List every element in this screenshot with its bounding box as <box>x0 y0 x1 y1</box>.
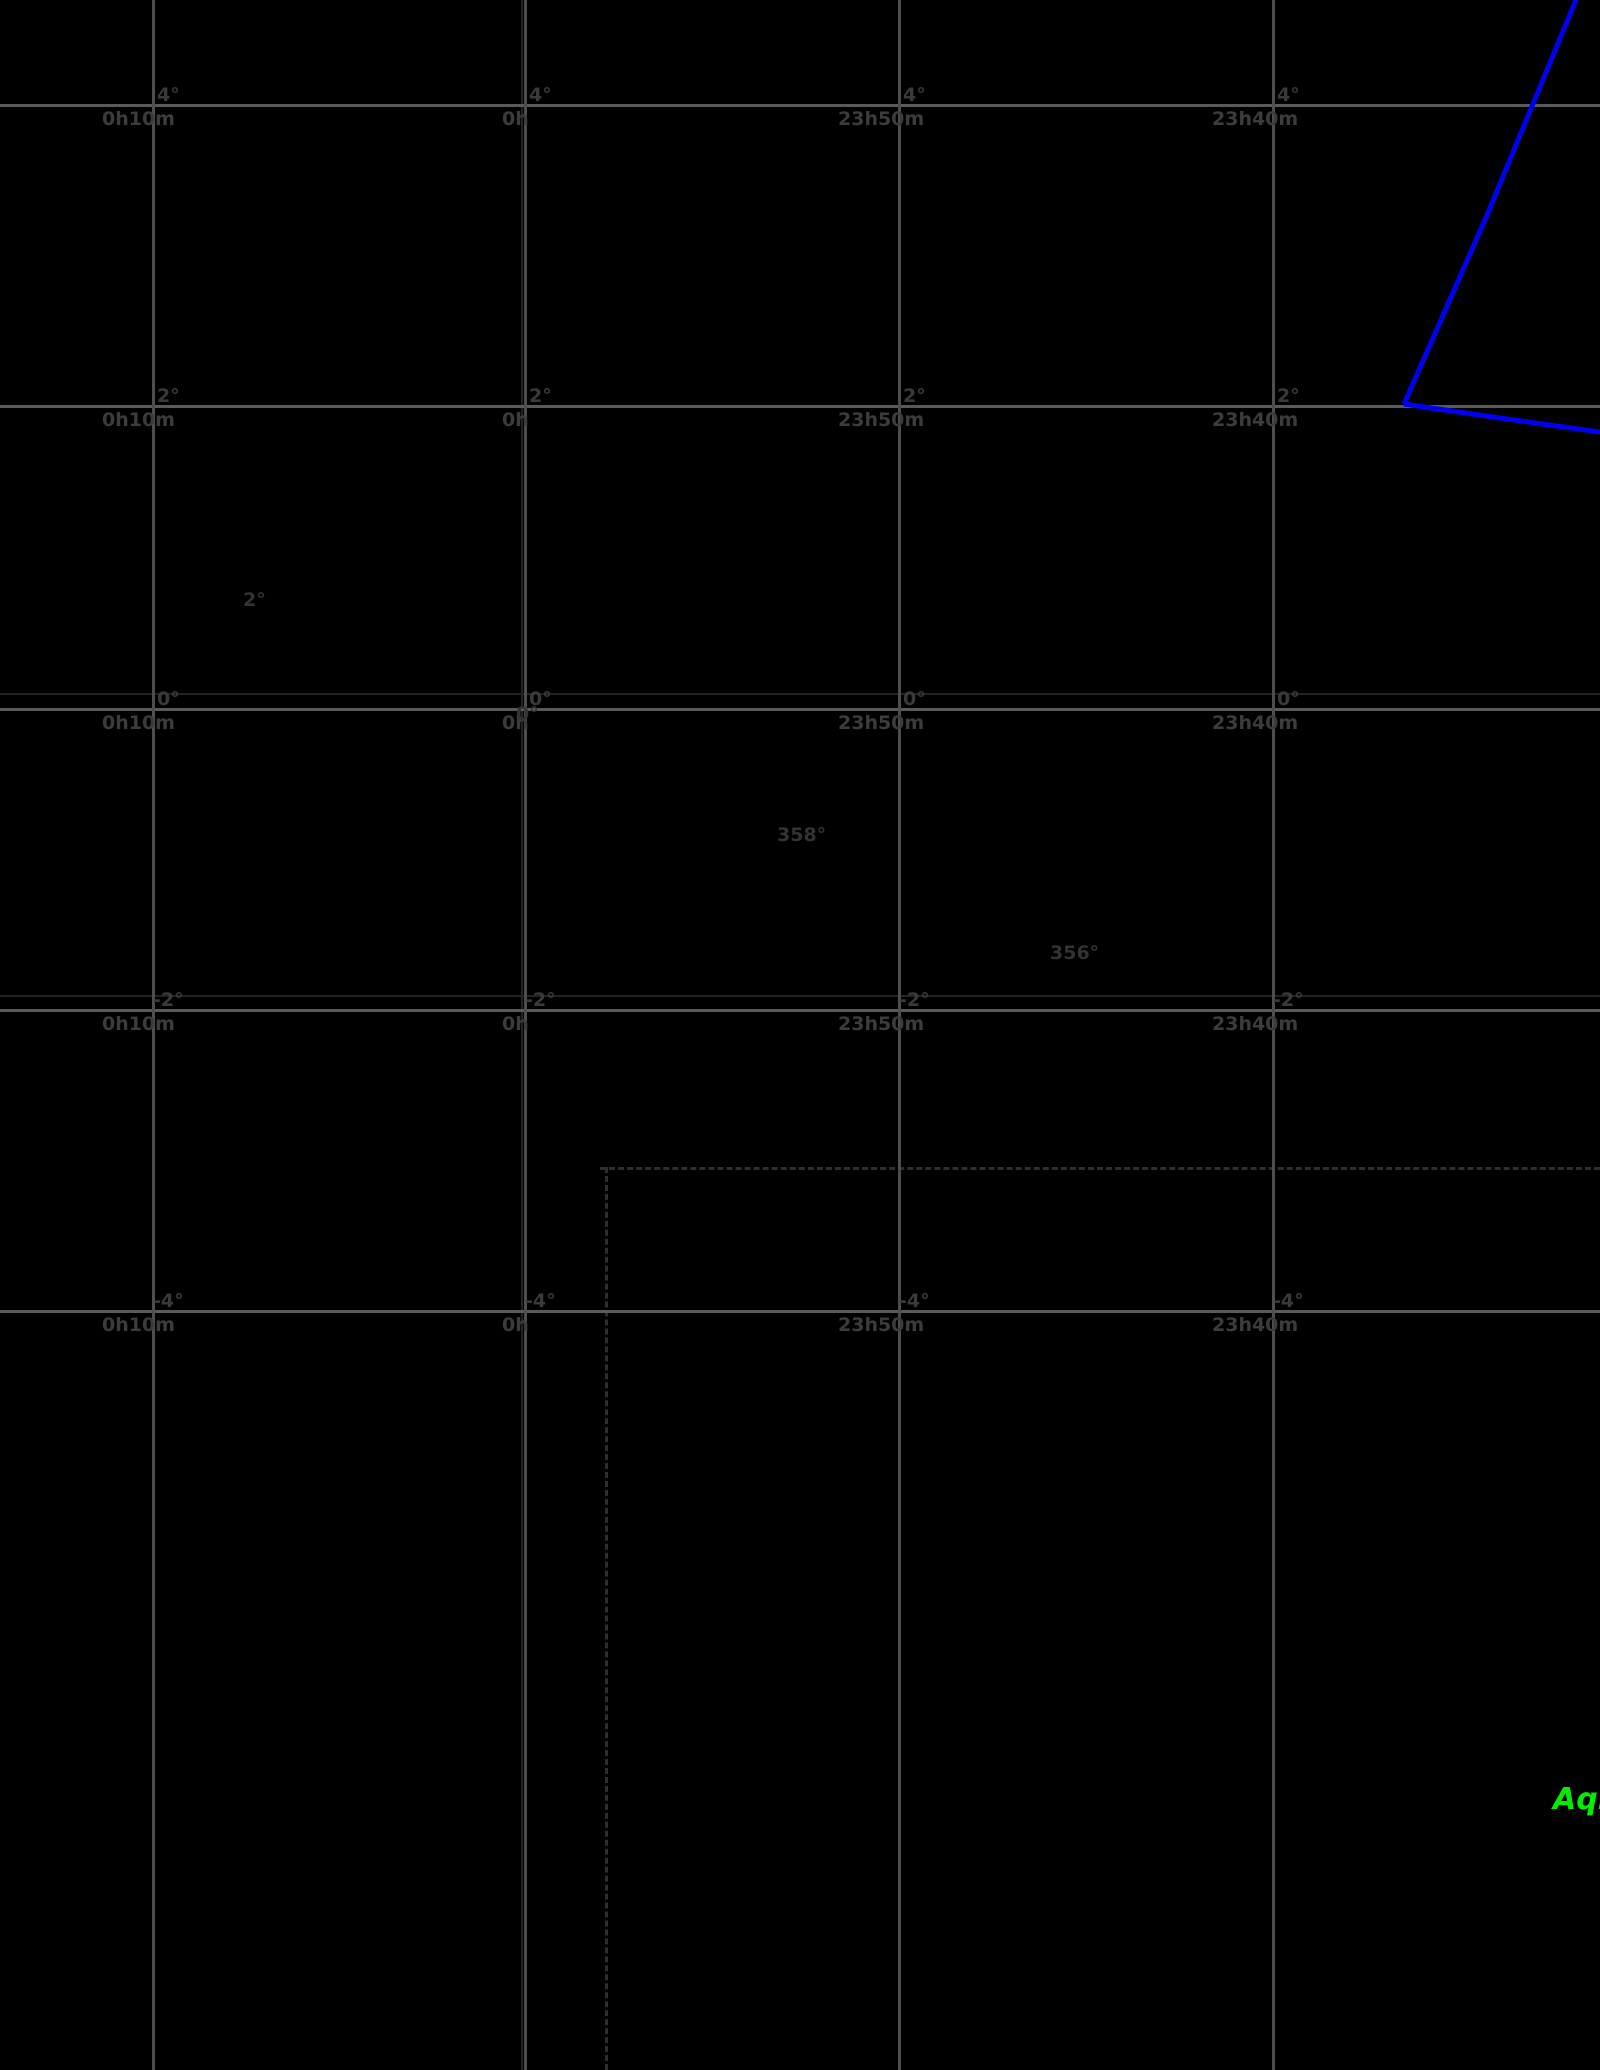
ra-label: 0h <box>502 108 529 130</box>
ecliptic-grid-line-vertical <box>605 1167 608 2070</box>
constellation-label-aqr: Aqr <box>1553 1782 1600 1817</box>
dec-label: -4° <box>525 1290 556 1312</box>
dec-label: -4° <box>1273 1290 1304 1312</box>
ra-label: 23h50m <box>838 409 925 431</box>
ra-label: 23h50m <box>838 1314 925 1336</box>
dec-label: 2° <box>157 385 180 407</box>
ra-label: 23h40m <box>1212 1013 1299 1035</box>
dec-label: 4° <box>1277 84 1300 106</box>
ra-label: 23h40m <box>1212 712 1299 734</box>
ra-label: 0h10m <box>102 409 175 431</box>
ra-label: 0h10m <box>102 108 175 130</box>
dec-label: -2° <box>525 989 556 1011</box>
ra-label: 23h40m <box>1212 409 1299 431</box>
ra-label: 0h10m <box>102 1013 175 1035</box>
dec-label: 0° <box>529 688 552 710</box>
dec-label: 0° <box>157 688 180 710</box>
galactic-longitude-label: 358° <box>777 824 827 846</box>
ra-gridline-0h <box>524 0 527 2070</box>
ra-label: 0h <box>502 712 529 734</box>
dec-label: 2° <box>529 385 552 407</box>
dec-label: 4° <box>903 84 926 106</box>
galactic-grid-line-vertical <box>521 0 523 2070</box>
ra-gridline-23h50m <box>898 0 901 2070</box>
ra-label: 0h10m <box>102 712 175 734</box>
ra-label: 23h40m <box>1212 108 1299 130</box>
dec-label: 0° <box>903 688 926 710</box>
dec-gridline-0 <box>0 708 1600 711</box>
ra-gridline-23h40m <box>1272 0 1275 2070</box>
ra-label: 23h50m <box>838 108 925 130</box>
galactic-longitude-label: 2° <box>243 589 266 611</box>
ra-label: 0h <box>502 1013 529 1035</box>
dec-label: 4° <box>529 84 552 106</box>
dec-gridline-minus4 <box>0 1310 1600 1313</box>
galactic-longitude-label: 356° <box>1050 942 1100 964</box>
dec-label: -2° <box>153 989 184 1011</box>
ecliptic-grid-line-horizontal <box>600 1167 1600 1170</box>
ra-gridline-0h10m <box>152 0 155 2070</box>
dec-label: -4° <box>153 1290 184 1312</box>
dec-gridline-2 <box>0 405 1600 408</box>
dec-label: 0° <box>1277 688 1300 710</box>
dec-label: -4° <box>899 1290 930 1312</box>
ra-label: 23h50m <box>838 1013 925 1035</box>
galactic-grid-line-horizontal <box>0 995 1600 997</box>
dec-label: 2° <box>903 385 926 407</box>
ra-label: 23h50m <box>838 712 925 734</box>
dec-label: 4° <box>157 84 180 106</box>
galactic-grid-line-horizontal <box>0 693 1600 695</box>
ra-label: 0h <box>502 409 529 431</box>
dec-gridline-minus2 <box>0 1009 1600 1012</box>
dec-label: -2° <box>1273 989 1304 1011</box>
ra-label: 0h10m <box>102 1314 175 1336</box>
galactic-longitude-label: 0° <box>516 703 539 725</box>
dec-label: 2° <box>1277 385 1300 407</box>
dec-label: -2° <box>899 989 930 1011</box>
ra-label: 23h40m <box>1212 1314 1299 1336</box>
ra-label: 0h <box>502 1314 529 1336</box>
dec-gridline-4 <box>0 104 1600 107</box>
